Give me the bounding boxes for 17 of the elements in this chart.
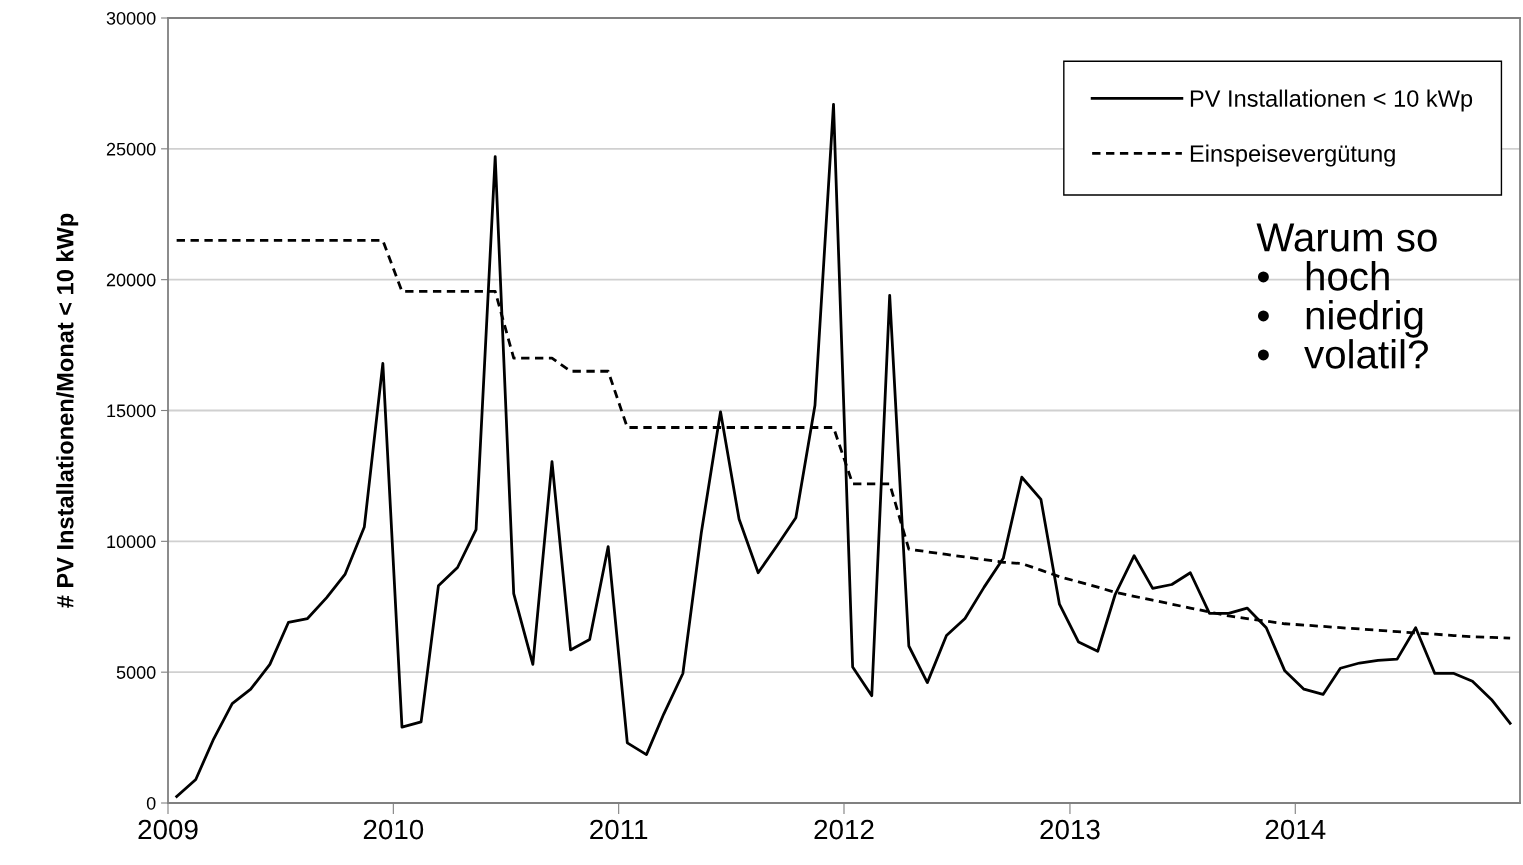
x-tick-label: 2012 [814,819,874,840]
x-tick-label: 2013 [1040,819,1100,840]
x-tick-label: 2010 [363,819,424,840]
legend-label: Einspeisevergütung [1190,144,1395,167]
y-tick-label: 5000 [116,666,156,679]
x-tick-label: 2011 [590,819,648,840]
y-tick-label: 10000 [107,535,156,549]
y-tick-label: 20000 [106,273,156,287]
y-tick-label: 0 [146,796,156,810]
y-tick-label: 15000 [107,404,156,418]
legend-label: PV Installationen < 10 kWp [1190,89,1473,112]
y-tick-label: 30000 [106,11,156,25]
y-axis-title: # PV Installationen/Monat < 10 kWp [56,213,79,608]
y-tick-label: 25000 [106,142,156,156]
annotation: Warum so • hoch • niedrig • volatil? [1256,223,1437,369]
x-tick-label: 2009 [138,819,198,840]
x-tick-label: 2014 [1265,819,1326,840]
